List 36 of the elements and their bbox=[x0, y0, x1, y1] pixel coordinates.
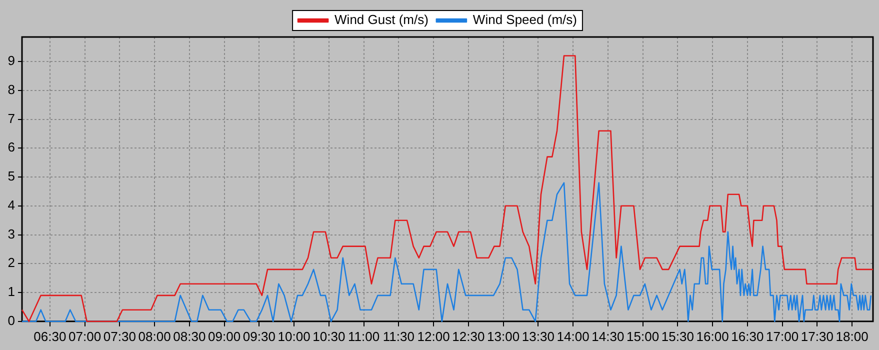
x-tick-label: 08:30 bbox=[173, 328, 206, 344]
x-tick-label: 11:00 bbox=[348, 328, 380, 344]
x-tick-label: 17:30 bbox=[800, 328, 834, 344]
x-tick-label: 12:00 bbox=[417, 328, 450, 344]
x-tick-label: 13:30 bbox=[522, 328, 554, 344]
legend-label: Wind Gust (m/s) bbox=[334, 12, 428, 28]
y-tick-label: 1 bbox=[8, 284, 15, 300]
y-tick-label: 4 bbox=[8, 197, 15, 212]
x-tick-label: 18:00 bbox=[836, 328, 868, 344]
x-tick-label: 15:30 bbox=[661, 328, 694, 344]
x-tick-label: 08:00 bbox=[138, 328, 171, 344]
y-tick-label: 5 bbox=[8, 168, 15, 184]
y-tick-label: 8 bbox=[8, 82, 15, 97]
x-tick-label: 07:30 bbox=[103, 328, 136, 344]
x-tick-label: 09:30 bbox=[242, 328, 276, 344]
x-tick-label: 07:00 bbox=[68, 328, 102, 344]
y-tick-label: 0 bbox=[8, 312, 15, 328]
x-tick-label: 10:00 bbox=[278, 328, 310, 344]
x-tick-label: 09:00 bbox=[208, 328, 241, 344]
x-tick-label: 16:00 bbox=[696, 328, 729, 344]
y-tick-label: 3 bbox=[8, 226, 15, 242]
y-tick-label: 6 bbox=[8, 140, 15, 155]
x-tick-label: 17:00 bbox=[766, 328, 799, 344]
x-tick-label: 16:30 bbox=[731, 328, 764, 344]
y-tick-label: 2 bbox=[8, 255, 15, 270]
y-tick-label: 7 bbox=[8, 110, 15, 126]
x-tick-label: 12:30 bbox=[452, 328, 485, 344]
x-tick-label: 10:30 bbox=[312, 328, 346, 344]
x-tick-label: 13:00 bbox=[487, 328, 520, 344]
x-tick-label: 06:30 bbox=[34, 328, 66, 344]
x-tick-label: 14:30 bbox=[592, 328, 624, 344]
x-tick-label: 11:30 bbox=[382, 328, 414, 344]
x-tick-label: 14:00 bbox=[556, 328, 590, 344]
legend-label: Wind Speed (m/s) bbox=[472, 12, 577, 28]
x-tick-label: 15:00 bbox=[626, 328, 660, 344]
y-tick-label: 9 bbox=[8, 53, 15, 68]
